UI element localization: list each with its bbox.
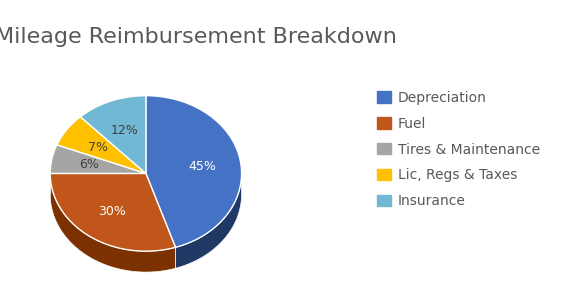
Polygon shape <box>176 174 242 268</box>
Text: 45%: 45% <box>188 160 217 173</box>
Text: 30%: 30% <box>98 205 126 218</box>
Polygon shape <box>50 145 146 173</box>
Polygon shape <box>146 96 242 247</box>
Text: 7%: 7% <box>89 141 108 154</box>
Text: Mileage Reimbursement Breakdown: Mileage Reimbursement Breakdown <box>0 27 397 47</box>
Polygon shape <box>57 117 146 173</box>
Text: 12%: 12% <box>111 123 139 137</box>
Legend: Depreciation, Fuel, Tires & Maintenance, Lic, Regs & Taxes, Insurance: Depreciation, Fuel, Tires & Maintenance,… <box>371 85 546 214</box>
Text: 6%: 6% <box>80 158 99 171</box>
Polygon shape <box>50 173 176 251</box>
Polygon shape <box>50 173 176 272</box>
Polygon shape <box>80 96 146 173</box>
